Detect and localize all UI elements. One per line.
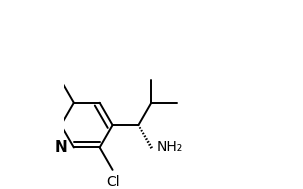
- Text: N: N: [55, 140, 67, 155]
- Text: NH₂: NH₂: [157, 140, 183, 154]
- Text: Cl: Cl: [106, 175, 119, 189]
